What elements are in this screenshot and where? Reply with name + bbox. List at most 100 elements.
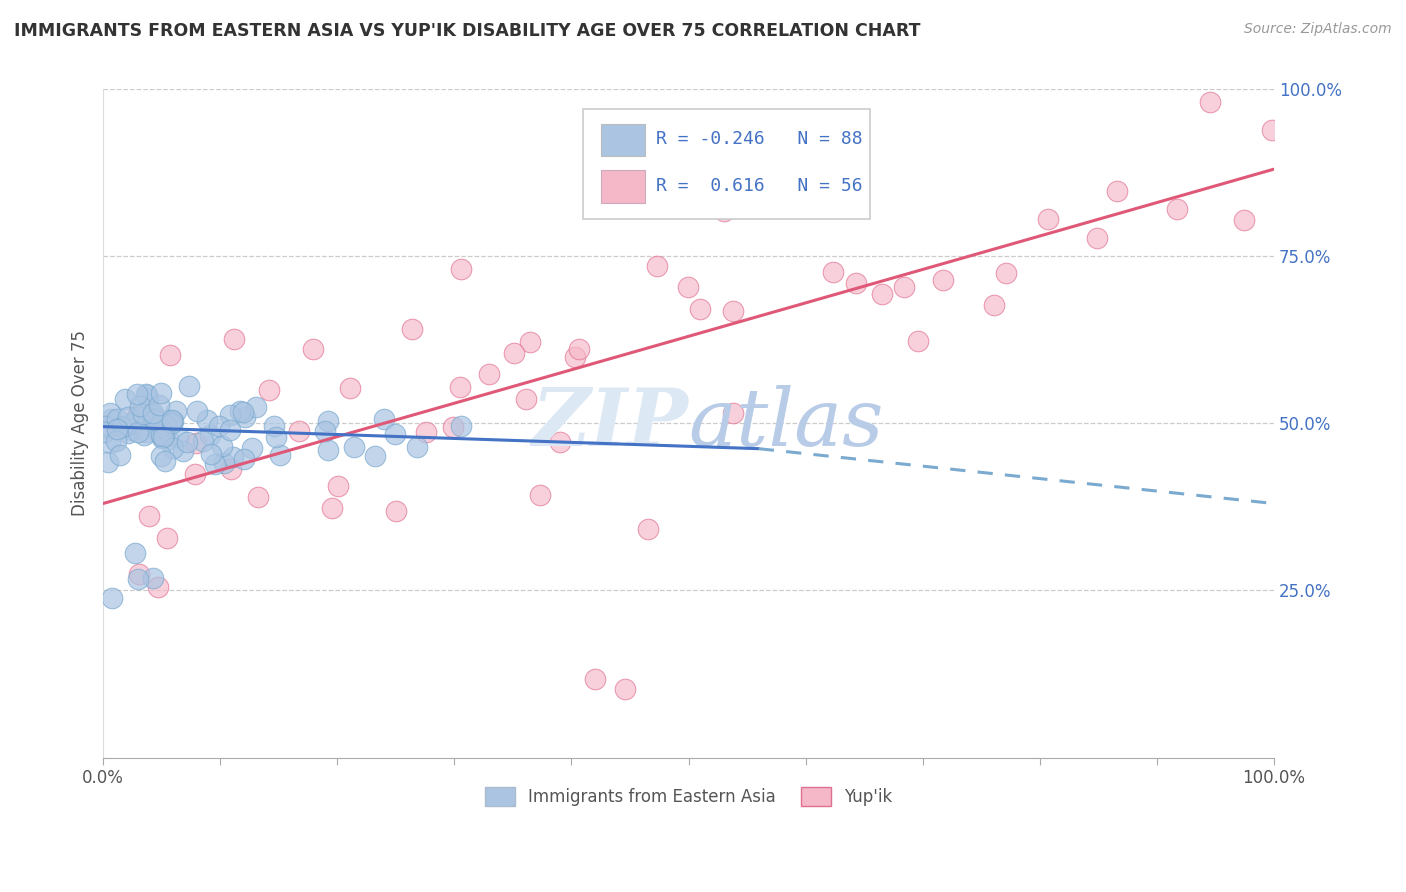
Point: [131, 407, 153, 421]
Text: atlas: atlas: [689, 384, 884, 462]
Point: [301, 342, 323, 356]
Legend: Immigrants from Eastern Asia, Yup'ik: Immigrants from Eastern Asia, Yup'ik: [478, 780, 898, 813]
Point: [893, 280, 915, 294]
Point: [186, 436, 208, 450]
Point: [1085, 231, 1108, 245]
Point: [165, 404, 187, 418]
Point: [143, 413, 166, 427]
Point: [872, 286, 894, 301]
Point: [162, 416, 184, 430]
Text: R =  0.616   N = 56: R = 0.616 N = 56: [655, 177, 862, 194]
Point: [614, 681, 637, 696]
Point: [143, 411, 166, 425]
Point: [159, 348, 181, 362]
Point: [1261, 123, 1284, 137]
Point: [314, 424, 336, 438]
Point: [583, 673, 606, 687]
Point: [450, 261, 472, 276]
Point: [208, 418, 231, 433]
Bar: [600, 124, 645, 156]
Point: [1233, 213, 1256, 227]
Point: [478, 367, 501, 381]
Point: [548, 435, 571, 450]
Point: [122, 416, 145, 430]
Point: [149, 420, 172, 434]
Point: [222, 450, 245, 464]
Point: [983, 297, 1005, 311]
Point: [136, 392, 159, 406]
Point: [98, 406, 121, 420]
Point: [841, 179, 863, 194]
Point: [218, 409, 240, 423]
Point: [219, 462, 242, 476]
Point: [127, 409, 149, 423]
Point: [247, 490, 270, 504]
Point: [127, 409, 149, 423]
Point: [1198, 95, 1220, 110]
Point: [162, 413, 184, 427]
Point: [172, 444, 194, 458]
Point: [148, 422, 170, 436]
Point: [128, 399, 150, 413]
Point: [176, 434, 198, 449]
Point: [515, 392, 537, 407]
Point: [288, 424, 311, 438]
Point: [564, 351, 586, 365]
Text: Source: ZipAtlas.com: Source: ZipAtlas.com: [1244, 22, 1392, 37]
Point: [177, 379, 200, 393]
Point: [127, 425, 149, 439]
Point: [907, 334, 929, 349]
Point: [257, 383, 280, 397]
Point: [101, 591, 124, 605]
Text: R = -0.246   N = 88: R = -0.246 N = 88: [655, 130, 862, 148]
Point: [98, 435, 121, 450]
Point: [316, 442, 339, 457]
Point: [149, 385, 172, 400]
Point: [157, 413, 180, 427]
Point: [155, 417, 177, 432]
Point: [162, 413, 184, 427]
Point: [821, 265, 844, 279]
Point: [153, 429, 176, 443]
Point: [149, 427, 172, 442]
Point: [845, 276, 868, 290]
Point: [128, 567, 150, 582]
Point: [401, 322, 423, 336]
Point: [117, 425, 139, 440]
Text: ZIP: ZIP: [531, 384, 689, 462]
Point: [184, 467, 207, 481]
Point: [647, 259, 669, 273]
Point: [138, 509, 160, 524]
Point: [150, 431, 173, 445]
Point: [93, 425, 115, 439]
Point: [264, 430, 287, 444]
Point: [450, 419, 472, 434]
Point: [326, 478, 349, 492]
Point: [193, 434, 215, 449]
Point: [166, 430, 188, 444]
Point: [195, 413, 218, 427]
Point: [245, 400, 267, 414]
Point: [146, 424, 169, 438]
Point: [449, 380, 471, 394]
Point: [415, 425, 437, 439]
Point: [204, 457, 226, 471]
Point: [222, 333, 245, 347]
Point: [406, 440, 429, 454]
Point: [150, 449, 173, 463]
Point: [689, 302, 711, 317]
Point: [135, 425, 157, 440]
Point: [373, 412, 395, 426]
Point: [135, 387, 157, 401]
Point: [111, 420, 134, 434]
Point: [240, 441, 263, 455]
Point: [125, 387, 148, 401]
Point: [316, 414, 339, 428]
Point: [108, 448, 131, 462]
Point: [1105, 184, 1128, 198]
Point: [263, 419, 285, 434]
Point: [200, 447, 222, 461]
FancyBboxPatch shape: [583, 109, 870, 219]
Point: [269, 448, 291, 462]
Point: [321, 501, 343, 516]
